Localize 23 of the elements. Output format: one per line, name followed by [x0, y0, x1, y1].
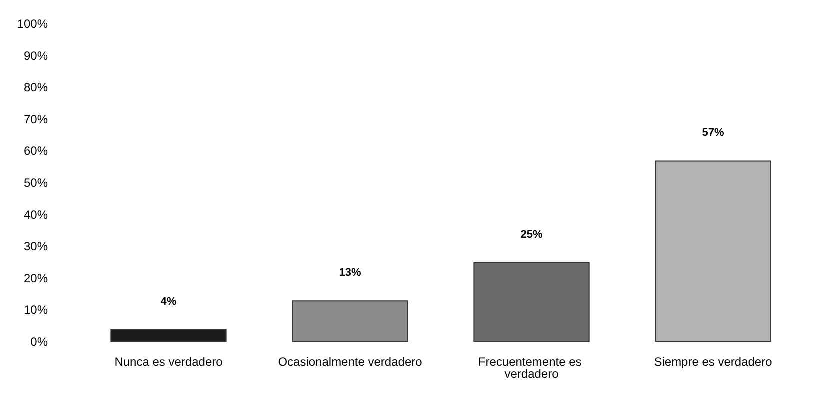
y-tick-label: 40%: [24, 208, 48, 222]
bar: [110, 329, 227, 342]
data-label: 4%: [160, 296, 177, 308]
y-tick-label: 30%: [24, 240, 48, 254]
data-label: 57%: [702, 127, 724, 140]
y-tick-label: 100%: [17, 17, 48, 31]
y-tick-label: 90%: [24, 48, 48, 63]
x-tick-label: Nunca es verdadero: [114, 355, 224, 369]
y-tick-label: 0%: [30, 335, 48, 349]
bar: [474, 262, 590, 342]
data-label: 13%: [339, 267, 362, 280]
y-tick-label: 50%: [24, 176, 48, 190]
y-tick-label: 60%: [24, 144, 48, 158]
y-tick-label: 70%: [24, 112, 48, 126]
y-tick-label: 80%: [24, 80, 48, 95]
y-tick-label: 10%: [24, 303, 48, 318]
y-tick-label: 20%: [24, 271, 48, 286]
x-tick-label: Ocasionalmente verdadero: [278, 355, 423, 369]
bar: [292, 300, 408, 342]
x-tick-label: Siempre es verdadero: [654, 355, 773, 369]
x-tick-label: Frecuentemente es verdadero: [478, 355, 586, 381]
bar: [655, 160, 772, 342]
data-label: 25%: [520, 229, 543, 241]
